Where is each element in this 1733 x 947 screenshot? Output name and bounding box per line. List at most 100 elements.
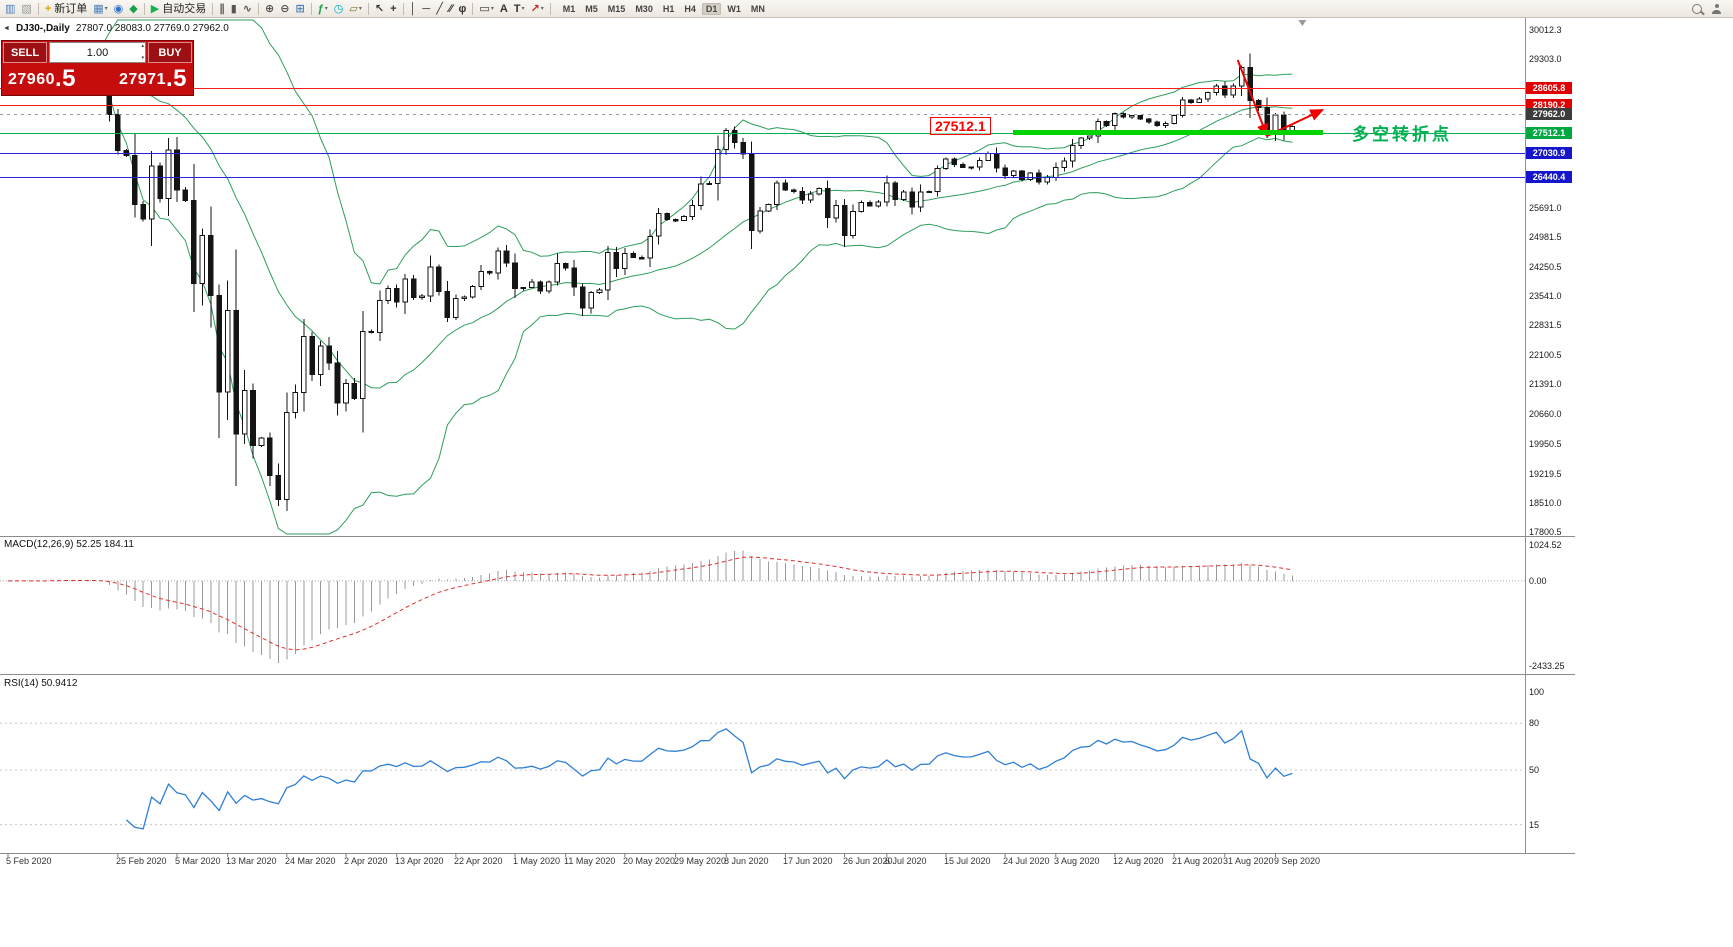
pivot-note-text[interactable]: 多空转折点 — [1352, 125, 1452, 144]
stepper-up-icon[interactable]: ▴ — [141, 43, 144, 49]
period-clock-icon: ◷ — [333, 2, 344, 15]
new-order-button[interactable]: + 新订单 — [42, 1, 90, 17]
volume-input[interactable]: 1.00 ▴ ▾ — [49, 42, 146, 63]
new-order-button: + — [44, 2, 52, 15]
horizontal-line-icon[interactable]: ─ — [419, 1, 433, 17]
arrows-icon[interactable]: ↗ ▾ — [528, 1, 547, 17]
vertical-line-icon[interactable]: │ — [407, 1, 420, 17]
caret-down-icon: ▾ — [521, 5, 525, 12]
date-axis-label: 5 Mar 2020 — [175, 856, 221, 866]
zoom-out-icon: ⊖ — [280, 2, 290, 15]
timeframe-m1-button[interactable]: M1 — [562, 3, 576, 14]
toolbar-separator — [472, 2, 474, 15]
caret-down-icon: ▾ — [540, 5, 544, 12]
rsi-label: RSI(14) 50.9412 — [4, 678, 78, 689]
text-icon: A — [499, 2, 508, 15]
support-trendline[interactable] — [1013, 130, 1323, 135]
quotes-icon[interactable]: ◉ — [111, 1, 127, 17]
search-icon[interactable] — [1692, 3, 1702, 14]
price-axis-label: 30012.3 — [1529, 25, 1562, 35]
support-price-label[interactable]: 27512.1 — [930, 117, 991, 135]
price-line-28190.2[interactable] — [0, 105, 1525, 106]
date-axis-label: 24 Mar 2020 — [285, 856, 336, 866]
sell-price[interactable]: 27960.5 — [8, 65, 77, 92]
indicators-icon[interactable]: ƒ ▾ — [315, 1, 331, 17]
timeframe-m5-button[interactable]: M5 — [585, 3, 598, 14]
channel-icon[interactable]: ∕∕ — [446, 1, 456, 17]
period-clock-icon[interactable]: ◷ — [331, 1, 347, 17]
price-line-26440.4[interactable] — [0, 177, 1525, 178]
macd-panel-separator[interactable] — [0, 536, 1575, 537]
profile-icon[interactable]: ▧ — [18, 1, 34, 17]
shapes-icon[interactable]: ▭ ▾ — [476, 1, 496, 17]
line-type-icon[interactable]: ∿ — [240, 1, 255, 17]
volume-value: 1.00 — [86, 46, 109, 59]
timeframe-w1-button[interactable]: W1 — [727, 3, 741, 14]
price-axis-label: 22831.5 — [1529, 320, 1562, 331]
volume-stepper[interactable]: ▴ ▾ — [141, 44, 144, 61]
timeframe-h4-button[interactable]: H4 — [684, 3, 696, 14]
buy-button[interactable]: BUY — [148, 42, 192, 63]
autotrading-button-label: 自动交易 — [162, 2, 207, 15]
algo-icon[interactable]: ◆ — [126, 1, 140, 17]
price-line-badge: 27962.0 — [1526, 108, 1572, 120]
tile-windows-icon[interactable]: ⊞ — [292, 1, 307, 17]
chart-windows-icon[interactable]: ▦ ▾ — [90, 1, 110, 17]
timeframe-h1-button[interactable]: H1 — [662, 3, 675, 14]
shapes-icon: ▭ — [479, 2, 490, 15]
date-axis-label: 9 Sep 2020 — [1274, 856, 1321, 866]
toolbar-separator — [258, 2, 259, 15]
date-axis-label: 26 Jun 2020 — [843, 856, 893, 866]
fibonacci-icon[interactable]: φ — [456, 1, 470, 17]
buy-price[interactable]: 27971.5 — [118, 65, 187, 92]
label-icon[interactable]: T ▾ — [511, 1, 528, 17]
price-line-27962.0[interactable] — [0, 114, 1525, 115]
caret-down-icon: ▾ — [358, 5, 362, 12]
zoom-out-icon[interactable]: ⊖ — [277, 1, 292, 17]
crosshair-icon[interactable]: + — [387, 1, 399, 17]
collapse-marker-icon[interactable]: ◄ — [3, 25, 10, 32]
timeframe-m15-button[interactable]: M15 — [607, 3, 626, 14]
price-line-28605.8[interactable] — [0, 88, 1525, 89]
stepper-down-icon[interactable]: ▾ — [141, 55, 144, 61]
bars-type-icon[interactable]: ∥ — [216, 1, 228, 17]
crosshair-icon: + — [390, 2, 397, 15]
chart-windows-icon: ▦ — [93, 2, 104, 15]
autotrading-button[interactable]: ▶ 自动交易 — [148, 1, 209, 17]
date-axis-label: 8 Jun 2020 — [724, 856, 769, 866]
price-axis-label: 24981.5 — [1529, 231, 1562, 242]
caret-down-icon: ▾ — [490, 5, 494, 12]
account-icon[interactable] — [1712, 3, 1721, 14]
main-toolbar: ▥ ▧ + 新订单 ▦ ▾ ◉ ◆ ▶ 自动交易 ∥ ▮ ∿ ⊕ ⊖ ⊞ ƒ ▾ ◷ ▱ ▾ ↖ + │ ─ ╱ ∕∕ φ ▭ ▾ A T ▾ ↗… — [0, 0, 1733, 18]
caret-down-icon: ▾ — [324, 5, 328, 12]
toolbar-separator — [212, 2, 214, 15]
price-axis-label: 24250.5 — [1529, 261, 1562, 272]
zoom-in-icon[interactable]: ⊕ — [262, 1, 277, 17]
toolbar-separator — [310, 2, 312, 15]
price-axis-label: 22100.5 — [1529, 350, 1562, 361]
sell-button[interactable]: SELL — [3, 42, 47, 63]
timeframe-mn-button[interactable]: MN — [750, 3, 765, 14]
vertical-line-icon: │ — [409, 2, 417, 15]
symbol-chart-icon[interactable]: ▥ — [2, 1, 18, 17]
price-line-badge: 28605.8 — [1526, 82, 1572, 94]
cursor-icon[interactable]: ↖ — [372, 1, 387, 17]
timeframe-m30-button[interactable]: M30 — [635, 3, 653, 14]
date-axis-label: 22 Apr 2020 — [454, 856, 503, 866]
text-icon[interactable]: A — [497, 1, 511, 17]
rsi-level-15: 15 — [1529, 820, 1540, 830]
zoom-in-icon: ⊕ — [265, 2, 275, 15]
trendline-icon: ╱ — [436, 2, 443, 15]
arrows-icon: ↗ — [530, 2, 540, 15]
timeframe-d1-button[interactable]: D1 — [701, 2, 722, 15]
price-line-27030.9[interactable] — [0, 153, 1525, 154]
templates-icon[interactable]: ▱ ▾ — [346, 1, 364, 17]
profile-icon: ▧ — [21, 2, 32, 15]
macd-scale-min: -2433.25 — [1529, 661, 1565, 671]
candles-type-icon[interactable]: ▮ — [228, 1, 240, 17]
date-axis-label: 31 Aug 2020 — [1223, 856, 1274, 866]
rsi-panel-separator[interactable] — [0, 674, 1575, 675]
trendline-icon[interactable]: ╱ — [433, 1, 446, 17]
